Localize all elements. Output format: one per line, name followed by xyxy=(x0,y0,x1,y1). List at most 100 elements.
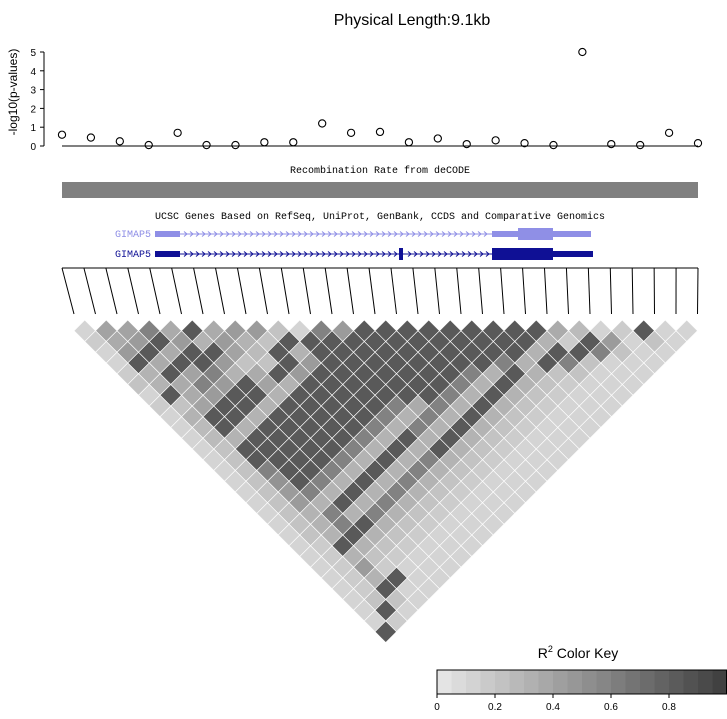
y-tick-label: 4 xyxy=(30,67,36,78)
marker-connector xyxy=(280,267,290,315)
marker-connector xyxy=(587,267,591,315)
color-key-swatch xyxy=(480,670,496,694)
color-key-swatch xyxy=(582,670,597,694)
color-key-swatch xyxy=(524,670,539,694)
gene-utr xyxy=(492,231,518,237)
gene-exon xyxy=(518,228,553,240)
color-key-swatch xyxy=(611,670,626,694)
color-key-tick-label: 0.4 xyxy=(546,702,560,713)
scatter-point xyxy=(664,128,674,137)
marker-connector xyxy=(193,267,204,315)
marker-connector xyxy=(83,267,96,315)
color-key-swatch xyxy=(698,670,713,694)
color-key-swatch xyxy=(466,670,481,694)
scatter-point xyxy=(318,119,327,128)
y-tick-label: 2 xyxy=(30,104,36,115)
scatter-point xyxy=(202,140,211,150)
color-key-tick-label: 0.6 xyxy=(604,702,618,713)
marker-connector xyxy=(631,267,634,315)
color-key-swatch xyxy=(654,670,670,694)
color-key-tick-label: 0.8 xyxy=(662,702,676,713)
color-key-swatch xyxy=(640,670,655,694)
gene-strand-arrows xyxy=(183,231,488,237)
marker-connector xyxy=(500,267,505,315)
color-key-swatch xyxy=(538,670,554,694)
chart-title: Physical Length:9.1kb xyxy=(334,12,491,29)
pvalue-scatter-panel: -log10(p-values) 5 4 3 2 1 0 xyxy=(6,47,703,153)
y-tick-label: 0 xyxy=(30,142,36,153)
marker-connector xyxy=(522,267,526,315)
color-key-swatch xyxy=(567,670,583,694)
scatter-point xyxy=(549,140,558,150)
gene-exon xyxy=(492,248,553,260)
color-key-title: R2 Color Key xyxy=(538,644,619,661)
gene-exon xyxy=(155,251,180,257)
scatter-point xyxy=(607,139,616,149)
scatter-point xyxy=(346,128,356,137)
marker-connector xyxy=(346,267,354,315)
marker-connector xyxy=(368,267,376,315)
ld-cell xyxy=(374,620,397,643)
color-key-tick-label: 0 xyxy=(434,702,440,713)
gene-label-1: GIMAP5 xyxy=(115,230,151,241)
gene-utr xyxy=(553,231,591,237)
scatter-point xyxy=(520,139,529,148)
color-key-swatch xyxy=(625,670,641,694)
marker-connector xyxy=(236,267,247,315)
r2-color-key xyxy=(436,669,727,695)
gene-strand-arrows xyxy=(183,251,490,257)
marker-connector xyxy=(434,267,440,315)
scatter-point xyxy=(115,137,124,146)
marker-connector xyxy=(149,267,161,315)
marker-connector xyxy=(609,267,612,315)
y-ticks: 5 4 3 2 1 0 xyxy=(30,48,44,153)
marker-connector xyxy=(390,267,397,315)
recomb-track-label: Recombination Rate from deCODE xyxy=(290,165,470,177)
scatter-point xyxy=(289,138,298,147)
scatter-point xyxy=(693,139,703,148)
scatter-point xyxy=(433,134,442,143)
color-key-swatch xyxy=(509,670,525,694)
gene-model-1 xyxy=(155,228,591,240)
y-tick-label: 3 xyxy=(30,86,36,97)
color-key-swatch xyxy=(683,670,699,694)
scatter-point xyxy=(231,140,240,150)
y-axis-label: -log10(p-values) xyxy=(6,49,20,136)
marker-connector xyxy=(61,267,75,315)
marker-connector xyxy=(456,267,462,315)
marker-connectors xyxy=(61,267,699,315)
color-key-tick-label: 0.2 xyxy=(488,702,502,713)
marker-connector xyxy=(215,267,225,315)
marker-connector xyxy=(543,267,548,315)
gene-model-2 xyxy=(155,248,593,260)
color-key-swatch xyxy=(495,670,510,694)
color-key-ticks: 0 0.2 0.4 0.6 0.8 xyxy=(434,694,676,713)
marker-connector xyxy=(565,267,569,315)
scatter-point xyxy=(57,130,67,139)
marker-connector xyxy=(127,267,139,315)
marker-connector xyxy=(412,267,419,315)
gene-exon xyxy=(155,231,180,237)
scatter-point xyxy=(578,47,587,57)
scatter-point xyxy=(260,138,269,147)
scatter-points xyxy=(57,47,703,150)
scatter-point xyxy=(491,136,500,145)
color-key-swatch xyxy=(669,670,684,694)
marker-connector xyxy=(258,267,268,315)
scatter-point xyxy=(636,140,645,150)
marker-connector xyxy=(697,267,699,315)
color-key-swatch xyxy=(451,670,467,694)
scatter-point xyxy=(144,140,153,150)
gene-utr xyxy=(553,251,593,257)
marker-connector xyxy=(324,267,333,315)
marker-connector xyxy=(105,267,118,315)
marker-connector xyxy=(302,267,311,315)
scatter-point xyxy=(86,133,96,142)
genes-track-label: UCSC Genes Based on RefSeq, UniProt, Gen… xyxy=(155,211,605,223)
color-key-swatch xyxy=(712,670,727,694)
color-key-swatch xyxy=(437,670,452,694)
marker-connector xyxy=(478,267,483,315)
scatter-point xyxy=(173,128,182,137)
ld-heatmap xyxy=(73,319,698,643)
